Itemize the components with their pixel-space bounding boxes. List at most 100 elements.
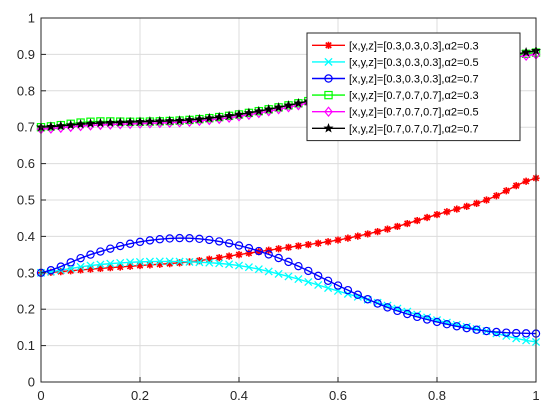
data-point — [234, 109, 244, 119]
diamond-marker-shape — [324, 106, 333, 118]
data-point — [334, 236, 342, 244]
data-point — [253, 105, 264, 116]
data-point — [195, 257, 203, 265]
x-tick-label: 0.6 — [329, 388, 347, 403]
star-marker-shape — [253, 105, 264, 116]
star-marker-shape — [293, 98, 304, 108]
x-tick-label: 0.2 — [131, 388, 149, 403]
data-point — [66, 264, 75, 273]
x-marker-shape — [205, 258, 214, 267]
y-tick-label: 0.5 — [17, 193, 35, 208]
circle-marker-shape — [521, 329, 531, 338]
circle-marker-shape — [323, 276, 333, 286]
data-point — [284, 272, 293, 281]
data-point — [502, 187, 510, 195]
data-point — [512, 328, 521, 338]
asterisk-marker-shape — [473, 199, 481, 207]
legend-label: [x,y,z]=[0.7,0.7,0.7],α2=0.5 — [349, 107, 479, 119]
data-point — [393, 222, 401, 231]
data-point — [463, 202, 471, 210]
legend-item-2: [x,y,z]=[0.3,0.3,0.3],α2=0.5 — [312, 57, 479, 69]
circle-marker-shape — [214, 237, 224, 246]
data-point — [343, 285, 353, 295]
data-point — [156, 260, 164, 268]
circle-marker-shape — [155, 235, 164, 244]
data-point — [205, 258, 214, 267]
data-point — [263, 104, 274, 114]
data-point — [273, 102, 284, 112]
x-marker-shape — [175, 257, 184, 266]
data-point — [284, 257, 293, 267]
circle-marker-shape — [403, 309, 412, 319]
legend-label: [x,y,z]=[0.3,0.3,0.3],α2=0.5 — [349, 57, 479, 69]
asterisk-marker-shape — [225, 252, 233, 260]
legend-marker — [323, 123, 334, 133]
data-point — [214, 237, 224, 246]
asterisk-marker-shape — [522, 177, 530, 185]
data-point — [294, 261, 303, 271]
data-point — [165, 234, 174, 243]
grid — [40, 17, 537, 383]
star-marker-shape — [154, 115, 165, 126]
asterisk-marker-shape — [77, 266, 85, 274]
circle-marker-shape — [413, 312, 422, 322]
legend-item-3: [x,y,z]=[0.3,0.3,0.3],α2=0.7 — [312, 74, 479, 86]
asterisk-marker-shape — [275, 245, 283, 253]
square-marker-shape — [324, 90, 333, 100]
data-point — [106, 264, 114, 272]
circle-marker-shape — [324, 74, 333, 83]
star-marker-shape — [55, 120, 66, 131]
data-point — [76, 262, 85, 271]
data-point — [224, 110, 235, 121]
legend: [x,y,z]=[0.3,0.3,0.3],α2=0.3 [x,y,z]=[0.3… — [306, 32, 521, 142]
data-point — [125, 116, 136, 127]
x-marker-shape — [185, 257, 194, 266]
data-point — [96, 264, 104, 273]
data-point — [264, 250, 273, 259]
data-point — [482, 196, 491, 204]
data-point — [462, 323, 471, 333]
data-point — [146, 261, 154, 269]
asterisk-marker-shape — [423, 213, 431, 222]
data-point — [333, 281, 343, 290]
circle-marker-shape — [274, 253, 283, 263]
x-marker-shape — [165, 257, 174, 266]
circle-marker-shape — [442, 320, 452, 329]
data-point — [403, 309, 412, 319]
y-tick-label: 0.8 — [17, 83, 35, 98]
data-point — [46, 266, 56, 275]
data-point — [214, 111, 225, 122]
asterisk-marker-shape — [195, 257, 203, 265]
y-tick-label: 0.9 — [17, 47, 35, 62]
data-point — [215, 259, 224, 268]
asterisk-marker-shape — [364, 230, 372, 238]
data-point — [126, 262, 134, 270]
circle-marker-shape — [195, 234, 204, 244]
asterisk-marker-shape — [374, 227, 382, 236]
data-point — [175, 257, 184, 266]
asterisk-marker-shape — [146, 261, 154, 269]
circle-marker-shape — [86, 250, 95, 259]
asterisk-marker-shape — [116, 263, 124, 271]
star-marker-shape — [234, 109, 244, 119]
asterisk-marker-shape — [205, 255, 213, 263]
data-point — [235, 251, 243, 259]
data-point — [324, 238, 332, 246]
data-point — [374, 227, 382, 236]
asterisk-marker-shape — [354, 232, 362, 240]
asterisk-marker-shape — [156, 260, 164, 268]
x-marker-shape — [155, 257, 164, 266]
data-point — [275, 245, 283, 253]
asterisk-marker-shape — [106, 264, 114, 272]
circle-marker-shape — [314, 271, 323, 281]
circle-marker-shape — [165, 234, 174, 243]
data-point — [66, 258, 75, 267]
x-marker-shape — [225, 260, 234, 269]
x-marker-shape — [234, 261, 244, 270]
circle-marker-shape — [353, 290, 362, 299]
data-point — [274, 269, 283, 278]
data-point — [174, 115, 185, 125]
data-point — [373, 299, 382, 308]
circle-marker-shape — [502, 328, 511, 337]
data-point — [164, 115, 175, 126]
